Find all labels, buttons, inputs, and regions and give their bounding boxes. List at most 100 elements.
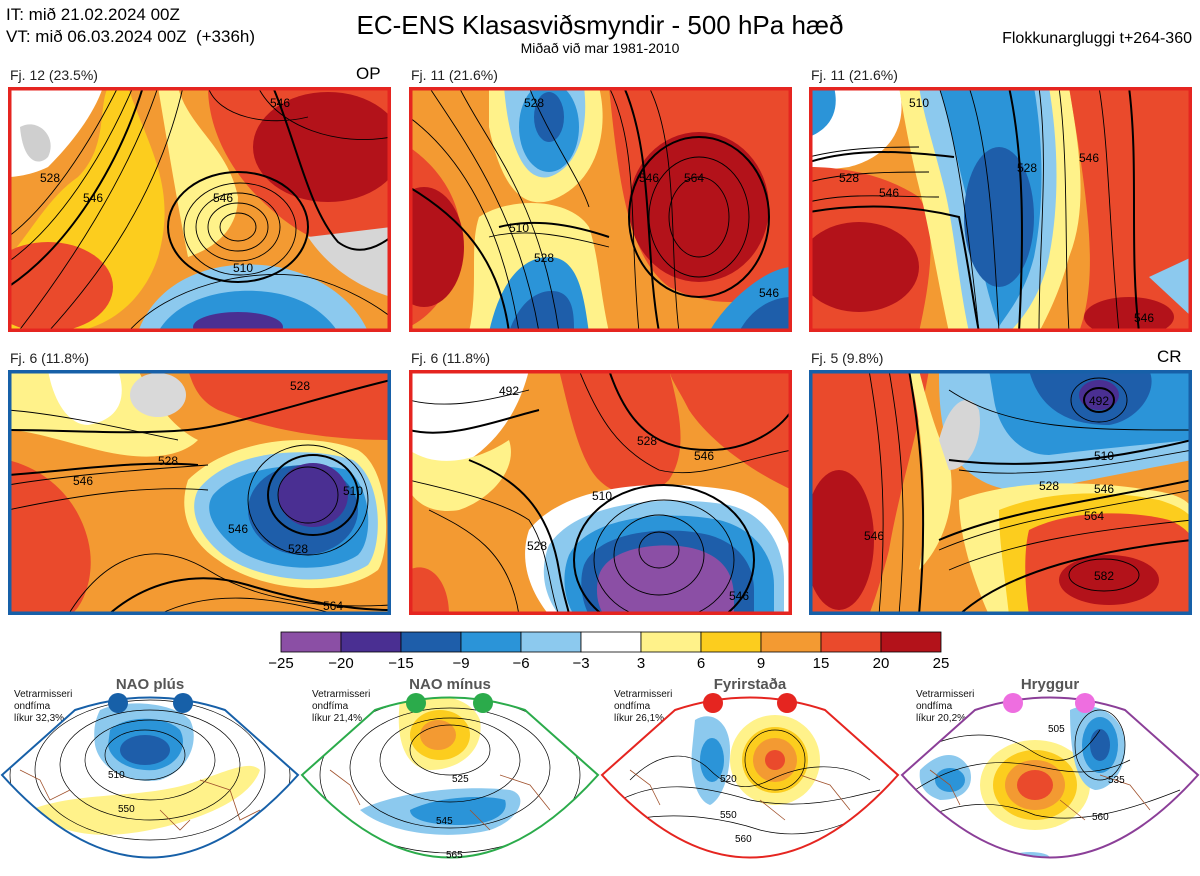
page-subtitle: Miðað við mar 1981-2010 — [520, 40, 680, 56]
contour-label-25: 492 — [499, 384, 519, 398]
contour-label-18: 528 — [290, 379, 310, 393]
regime-1-contour-1: 510 — [108, 770, 125, 781]
colorbar-tick-label: 3 — [636, 655, 646, 672]
contour-label-15: 528 — [1017, 161, 1037, 175]
colorbar-tick-label: −25 — [268, 655, 294, 672]
cluster-map-6: 492 510 528 546 564 582 546 — [809, 370, 1192, 615]
regime-1-title: NAO plús — [115, 676, 185, 693]
colorbar-tick-label: −15 — [388, 655, 414, 672]
regime-3-title: Fyrirstaða — [713, 676, 787, 693]
regime-3-marker-right — [777, 693, 797, 713]
contour-label-11: 528 — [524, 96, 544, 110]
colorbar-swatch — [820, 631, 882, 653]
regime-2-marker-left — [406, 693, 426, 713]
colorbar-swatch — [760, 631, 822, 653]
contour-label-13: 528 — [839, 171, 859, 185]
panel-1-label: Fj. 12 (23.5%) — [10, 67, 98, 83]
contour-label-20: 546 — [73, 474, 93, 488]
colorbar-tick-label: 15 — [812, 655, 830, 672]
regime-1-contour-2: 550 — [118, 804, 135, 815]
regime-4-note: Vetrarmisseri ondfíma líkur 20,2% — [916, 689, 975, 724]
regime-2-marker-right — [473, 693, 493, 713]
colorbar-tick-label: 9 — [756, 655, 766, 672]
contour-label-10: 546 — [759, 286, 779, 300]
colorbar-tick-label: −6 — [512, 655, 530, 672]
contour-label-6: 510 — [509, 221, 529, 235]
contour-label-31: 492 — [1089, 394, 1109, 408]
contour-label-35: 564 — [1084, 509, 1104, 523]
regime-1-marker-left — [108, 693, 128, 713]
cluster-map-3: 510 528 546 528 546 546 — [809, 87, 1192, 332]
colorbar-swatches — [280, 631, 942, 653]
valid-time: VT: mið 06.03.2024 00Z (+336h) — [6, 27, 256, 46]
contour-label-16: 546 — [1079, 151, 1099, 165]
contour-label-19: 528 — [158, 454, 178, 468]
colorbar-swatch — [880, 631, 942, 653]
contour-label-22: 546 — [228, 522, 248, 536]
colorbar-swatch — [700, 631, 762, 653]
regime-2-note: Vetrarmisseri ondfíma líkur 21,4% — [312, 689, 371, 724]
panel-4-label: Fj. 6 (11.8%) — [10, 350, 90, 366]
run-times: IT: mið 21.02.2024 00Z VT: mið 06.03.202… — [6, 4, 255, 48]
contour-label-2: 528 — [40, 171, 60, 185]
regime-map-3: 520 550 560 — [600, 690, 900, 876]
colorbar-swatch — [400, 631, 462, 653]
contour-label-4: 510 — [233, 261, 253, 275]
regime-1-marker-right — [173, 693, 193, 713]
panel-2-label: Fj. 11 (21.6%) — [411, 67, 498, 83]
panel-5-label: Fj. 6 (11.8%) — [411, 350, 491, 366]
cluster-map-4: 528 528 546 510 546 528 564 — [8, 370, 391, 615]
panel-6-tag: CR — [1157, 347, 1182, 366]
colorbar-tick-label: 25 — [932, 655, 950, 672]
colorbar-tick-label: −20 — [328, 655, 354, 672]
regime-2-contour-2: 545 — [436, 816, 453, 827]
contour-label-24: 564 — [323, 599, 343, 613]
regime-map-4: 505 535 560 — [900, 690, 1200, 876]
contour-label-36: 582 — [1094, 569, 1114, 583]
regime-3-contour-1: 520 — [720, 774, 737, 785]
regime-3-contour-3: 560 — [735, 834, 752, 845]
regime-4-contour-3: 560 — [1092, 812, 1109, 823]
contour-label-27: 546 — [694, 449, 714, 463]
colorbar-swatch — [580, 631, 642, 653]
contour-label-9: 564 — [684, 171, 704, 185]
regime-4-title: Hryggur — [1020, 676, 1080, 693]
contour-label-14: 546 — [879, 186, 899, 200]
contour-label-21: 510 — [343, 484, 363, 498]
contour-label-28: 510 — [592, 489, 612, 503]
panel-1-tag: OP — [356, 64, 381, 83]
regime-4-contour-2: 535 — [1108, 775, 1125, 786]
panel-6-label: Fj. 5 (9.8%) — [811, 350, 884, 366]
contour-label-26: 528 — [637, 434, 657, 448]
colorbar-tick-label: −9 — [452, 655, 470, 672]
colorbar-swatch — [520, 631, 582, 653]
cluster-map-2: 510 528 546 564 546 528 — [409, 87, 792, 332]
colorbar-swatch — [280, 631, 342, 653]
init-time: IT: mið 21.02.2024 00Z — [6, 5, 180, 24]
regime-map-1: 510 550 — [0, 690, 300, 876]
contour-label-7: 528 — [534, 251, 554, 265]
colorbar-swatch — [640, 631, 702, 653]
contour-label-23: 528 — [288, 542, 308, 556]
classification-window: Flokkunargluggi t+264-360 — [1002, 30, 1192, 47]
panel-3-label: Fj. 11 (21.6%) — [811, 67, 898, 83]
colorbar-tick-label: 20 — [872, 655, 890, 672]
contour-label-34: 546 — [1094, 482, 1114, 496]
regime-map-2: 525 545 565 — [300, 690, 600, 876]
cluster-map-1: 546 528 546 510 546 — [8, 87, 391, 332]
contour-label-33: 528 — [1039, 479, 1059, 493]
regime-3-marker-left — [703, 693, 723, 713]
contour-label-29: 528 — [527, 539, 547, 553]
colorbar-ticks: −25 −20 −15 −9 −6 −3 3 6 9 15 20 25 — [0, 655, 1200, 675]
contour-label-1: 546 — [83, 191, 103, 205]
contour-label-12: 510 — [909, 96, 929, 110]
contour-label-17: 546 — [1134, 311, 1154, 325]
regime-4-marker-right — [1075, 693, 1095, 713]
regime-1-note: Vetrarmisseri ondfíma líkur 32,3% — [14, 689, 73, 724]
contour-label-37: 546 — [864, 529, 884, 543]
colorbar-swatch — [340, 631, 402, 653]
regime-4-marker-left — [1003, 693, 1023, 713]
regime-4-contour-1: 505 — [1048, 724, 1065, 735]
cluster-map-5: 492 528 546 510 528 546 — [409, 370, 792, 615]
colorbar-tick-label: 6 — [696, 655, 706, 672]
